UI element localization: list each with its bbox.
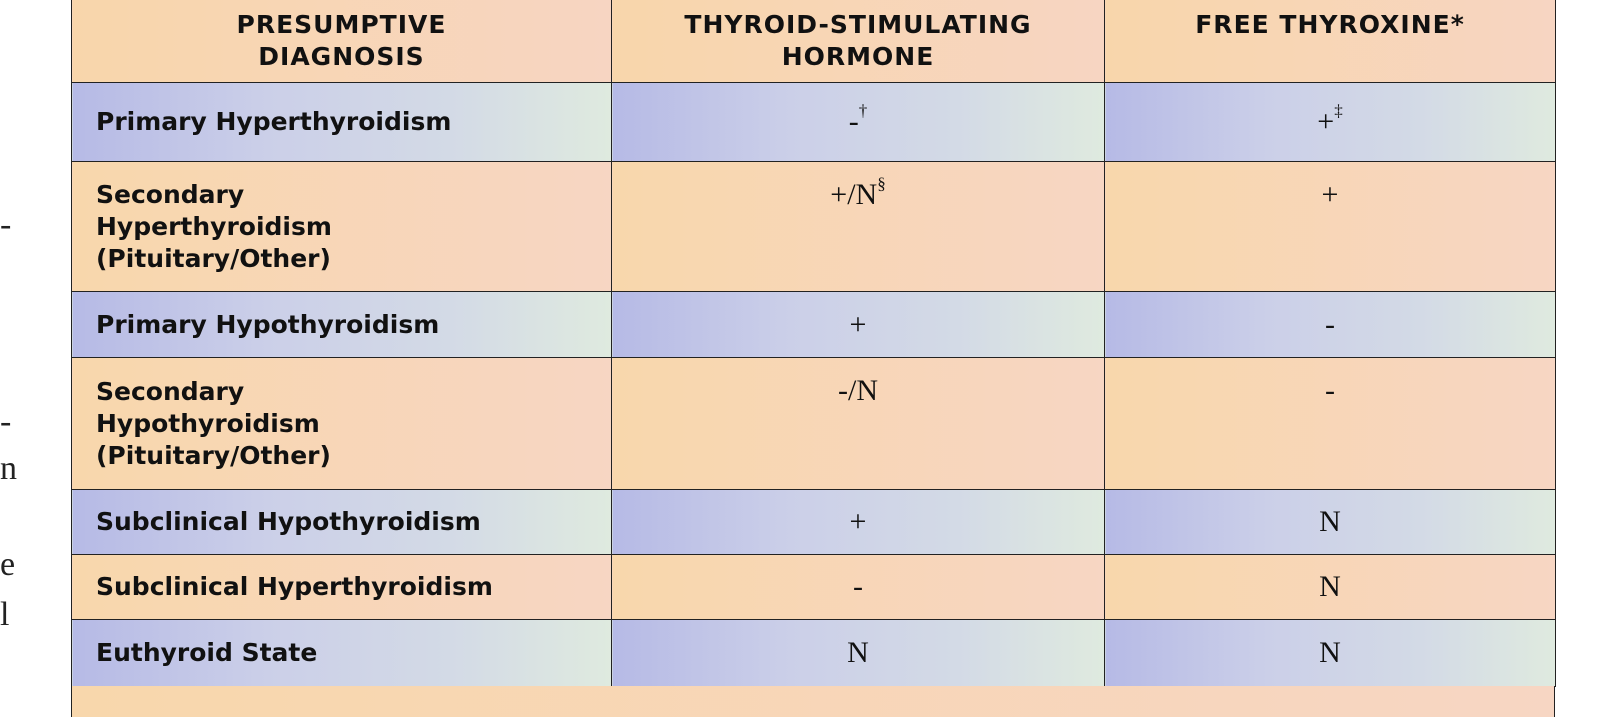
- tsh-cell: -: [611, 554, 1105, 620]
- tsh-cell: +/N§: [611, 161, 1105, 292]
- margin-text-fragment: n: [0, 450, 17, 487]
- ft4-value: -: [1325, 307, 1335, 341]
- tsh-footnote-mark: †: [858, 101, 868, 120]
- tsh-cell: +: [611, 291, 1105, 358]
- tsh-value: +/N: [830, 178, 878, 211]
- header-row: PRESUMPTIVE DIAGNOSIS THYROID-STIMULATIN…: [71, 0, 1556, 83]
- ft4-value: -: [1325, 374, 1335, 407]
- ft4-value: +: [1317, 105, 1335, 138]
- tsh-cell: +: [611, 489, 1105, 555]
- margin-text-fragment: e: [0, 546, 16, 583]
- ft4-value: +: [1321, 178, 1339, 211]
- ft4-value: N: [1319, 636, 1341, 669]
- diagnosis-label: Secondary Hyperthyroidism (Pituitary/Oth…: [96, 179, 332, 273]
- diagnosis-cell: Secondary Hyperthyroidism (Pituitary/Oth…: [71, 161, 612, 292]
- header-diagnosis: PRESUMPTIVE DIAGNOSIS: [71, 0, 612, 83]
- tsh-cell: -/N: [611, 357, 1105, 490]
- diagnosis-cell: Primary Hypothyroidism: [71, 291, 612, 358]
- tsh-value: -: [853, 570, 863, 603]
- table-row: Euthyroid State N N: [71, 619, 1556, 687]
- tsh-footnote-mark: §: [877, 174, 886, 193]
- header-ft4: FREE THYROXINE*: [1104, 0, 1556, 83]
- table-row: Primary Hypothyroidism + -: [71, 291, 1556, 358]
- margin-text-fragment: -: [0, 206, 12, 243]
- margin-text-fragment: -: [0, 403, 12, 440]
- tsh-value: N: [847, 636, 869, 669]
- table-row: Secondary Hyperthyroidism (Pituitary/Oth…: [71, 161, 1556, 292]
- diagnosis-cell: Subclinical Hypothyroidism: [71, 489, 612, 555]
- diagnosis-label: Subclinical Hypothyroidism: [96, 507, 481, 536]
- tsh-value: +: [849, 505, 867, 538]
- diagnosis-label: Euthyroid State: [96, 638, 318, 667]
- diagnosis-cell: Secondary Hypothyroidism (Pituitary/Othe…: [71, 357, 612, 490]
- tsh-cell: N: [611, 619, 1105, 687]
- tsh-value: -: [848, 105, 859, 138]
- ft4-cell: N: [1104, 619, 1556, 687]
- ft4-cell: N: [1104, 554, 1556, 620]
- table-row: Primary Hyperthyroidism -† +‡: [71, 82, 1556, 162]
- diagnosis-label: Primary Hyperthyroidism: [96, 107, 452, 136]
- diagnosis-cell: Euthyroid State: [71, 619, 612, 687]
- ft4-cell: -: [1104, 291, 1556, 358]
- diagnosis-label: Primary Hypothyroidism: [96, 309, 440, 339]
- diagnosis-label: Subclinical Hyperthyroidism: [96, 572, 493, 601]
- tsh-value: -/N: [838, 374, 878, 407]
- ft4-cell: -: [1104, 357, 1556, 490]
- tsh-cell: -†: [611, 82, 1105, 162]
- ft4-value: N: [1319, 570, 1341, 603]
- diagnosis-label: Secondary Hypothyroidism (Pituitary/Othe…: [96, 376, 331, 470]
- thyroid-diagnosis-table: PRESUMPTIVE DIAGNOSIS THYROID-STIMULATIN…: [71, 0, 1556, 687]
- diagnosis-cell: Primary Hyperthyroidism: [71, 82, 612, 162]
- ft4-cell: N: [1104, 489, 1556, 555]
- ft4-footnote-mark: ‡: [1334, 101, 1343, 120]
- table-row: Secondary Hypothyroidism (Pituitary/Othe…: [71, 357, 1556, 490]
- diagnosis-cell: Subclinical Hyperthyroidism: [71, 554, 612, 620]
- tsh-value: +: [849, 307, 867, 341]
- table-row: Subclinical Hypothyroidism + N: [71, 489, 1556, 555]
- table-row: Subclinical Hyperthyroidism - N: [71, 554, 1556, 620]
- header-tsh: THYROID-STIMULATING HORMONE: [611, 0, 1105, 83]
- ft4-value: N: [1319, 505, 1341, 538]
- ft4-cell: +: [1104, 161, 1556, 292]
- margin-text-fragment: l: [0, 596, 10, 633]
- ft4-cell: +‡: [1104, 82, 1556, 162]
- table-footer-band: [71, 686, 1555, 717]
